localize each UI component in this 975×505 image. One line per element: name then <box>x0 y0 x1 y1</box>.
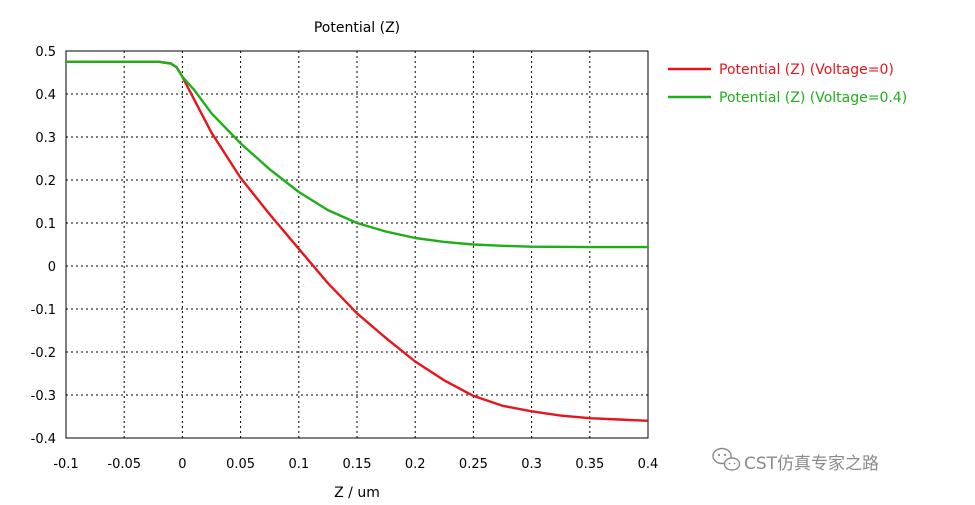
x-tick-label: 0.25 <box>459 457 488 472</box>
y-tick-label: 0 <box>48 260 56 275</box>
x-tick-label: 0.3 <box>521 457 542 472</box>
legend: Potential (Z) (Voltage=0) Potential (Z) (… <box>668 62 907 106</box>
watermark: CST仿真专家之路 <box>712 447 879 474</box>
series-line-1 <box>66 60 648 249</box>
x-tick-label: 0.15 <box>343 457 372 472</box>
y-tick-label: -0.4 <box>31 432 56 447</box>
y-tick-label: -0.1 <box>31 303 56 318</box>
watermark-text: CST仿真专家之路 <box>744 454 879 474</box>
legend-label-1: Potential (Z) (Voltage=0.4) <box>719 90 907 106</box>
y-tick-label: 0.3 <box>35 131 56 146</box>
x-tick-label: 0.4 <box>638 457 659 472</box>
y-tick-label: -0.3 <box>31 389 56 404</box>
x-tick-label: -0.1 <box>53 457 78 472</box>
y-tick-labels: 0.5 0.4 0.3 0.2 0.1 0 -0.1 -0.2 -0.3 -0.4 <box>31 45 56 447</box>
plot-frame <box>65 50 649 439</box>
y-tick-label: 0.1 <box>35 217 56 232</box>
x-tick-label: 0.2 <box>405 457 426 472</box>
y-tick-label: 0.2 <box>35 174 56 189</box>
x-tick-label: -0.05 <box>107 457 141 472</box>
y-tick-label: 0.5 <box>35 45 56 60</box>
y-tick-label: 0.4 <box>35 88 56 103</box>
grid-lines <box>66 51 648 438</box>
x-tick-label: 0.35 <box>575 457 604 472</box>
chart-title: Potential (Z) <box>314 20 400 36</box>
x-tick-label: 0.1 <box>288 457 309 472</box>
series-layer <box>66 60 649 422</box>
legend-label-0: Potential (Z) (Voltage=0) <box>719 62 894 78</box>
x-axis-label: Z / um <box>334 485 380 501</box>
wechat-icon <box>712 447 741 471</box>
x-tick-label: 0.05 <box>226 457 255 472</box>
x-tick-labels: -0.1 -0.05 0 0.05 0.1 0.15 0.2 0.25 0.3 0.35 0.4 <box>53 457 658 472</box>
y-tick-label: -0.2 <box>31 346 56 361</box>
x-tick-label: 0 <box>178 457 186 472</box>
